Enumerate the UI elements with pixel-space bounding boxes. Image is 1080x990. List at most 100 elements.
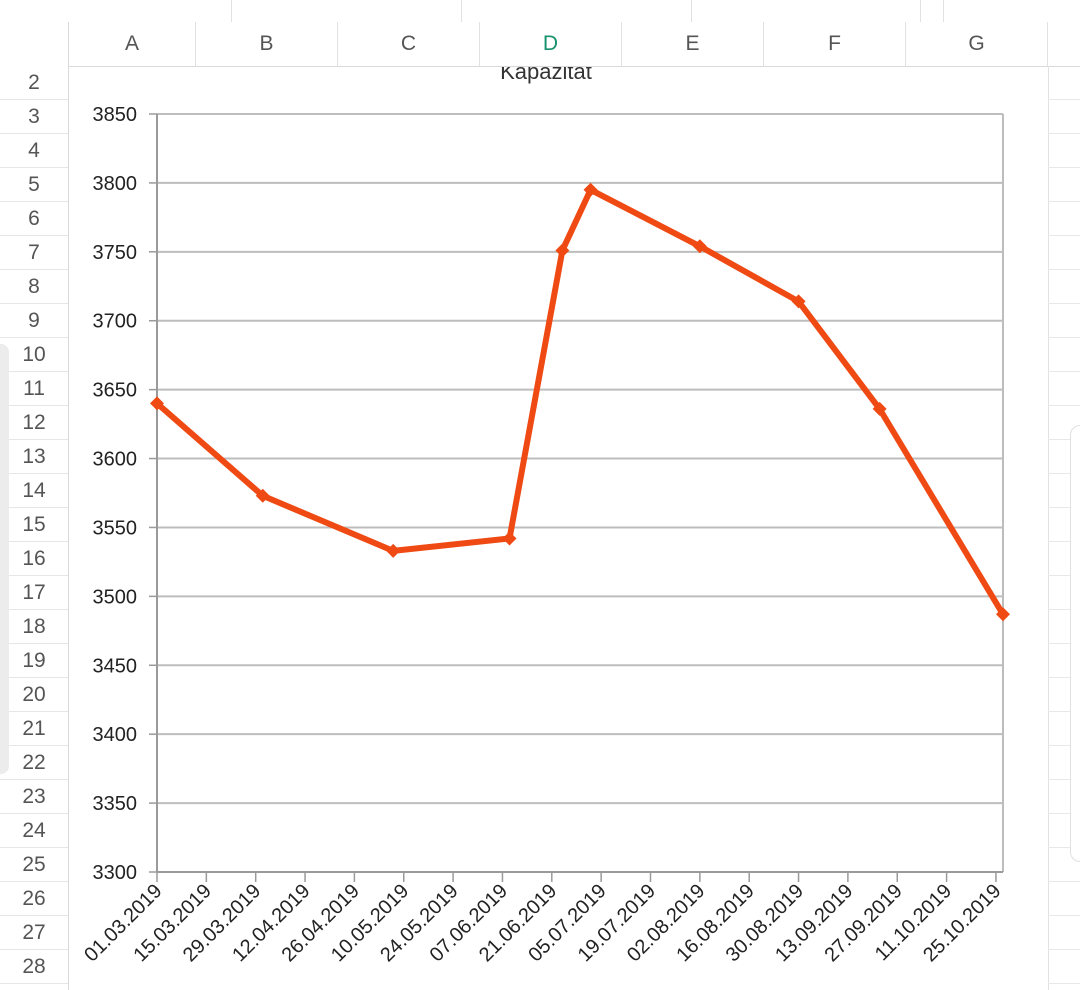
- grid-line: [1048, 745, 1080, 746]
- grid-line: [1048, 405, 1080, 406]
- column-header-e[interactable]: E: [622, 22, 764, 66]
- data-point-marker: [150, 396, 164, 411]
- toolbar-divider: [691, 0, 692, 22]
- row-header-18[interactable]: 18: [0, 610, 68, 644]
- grid-line: [1048, 983, 1080, 984]
- grid-line: [1048, 677, 1080, 678]
- y-tick-label: 3400: [93, 724, 138, 746]
- column-header-g[interactable]: G: [906, 22, 1048, 66]
- grid-line: [1048, 371, 1080, 372]
- y-tick-label: 3650: [93, 380, 138, 402]
- column-header-b[interactable]: B: [196, 22, 338, 66]
- toolbar-divider: [231, 0, 232, 22]
- grid-line: [1048, 303, 1080, 304]
- toolbar-divider: [920, 0, 921, 22]
- row-header-16[interactable]: 16: [0, 542, 68, 576]
- row-header-22[interactable]: 22: [0, 746, 68, 780]
- grid-line: [1048, 881, 1080, 882]
- row-header-17[interactable]: 17: [0, 576, 68, 610]
- row-header-7[interactable]: 7: [0, 236, 68, 270]
- grid-line: [1048, 269, 1080, 270]
- row-header-21[interactable]: 21: [0, 712, 68, 746]
- row-header-14[interactable]: 14: [0, 474, 68, 508]
- grid-line: [1048, 541, 1080, 542]
- row-header-15[interactable]: 15: [0, 508, 68, 542]
- y-tick-label: 3750: [93, 242, 138, 264]
- row-header-column: 2 3 4 5 6 7 8 9 10 11 12 13 14 15 16 17 18 19 20 21 22 23 24 25…: [0, 66, 69, 990]
- grid-line: [1048, 439, 1080, 440]
- row-header-11[interactable]: 11: [0, 372, 68, 406]
- row-header-13[interactable]: 13: [0, 440, 68, 474]
- data-point-marker: [791, 294, 806, 309]
- row-header-8[interactable]: 8: [0, 270, 68, 304]
- grid-line: [1048, 643, 1080, 644]
- y-tick-label: 3850: [93, 104, 138, 126]
- grid-line: [1048, 507, 1080, 508]
- row-header-28[interactable]: 28: [0, 950, 68, 984]
- grid-line: [1048, 337, 1080, 338]
- side-card-edge[interactable]: [1070, 425, 1080, 862]
- row-header-12[interactable]: 12: [0, 406, 68, 440]
- column-header-bar: A B C D E F G: [0, 22, 1080, 67]
- row-header-9[interactable]: 9: [0, 304, 68, 338]
- column-header-d[interactable]: D: [480, 22, 622, 66]
- grid-line: [1048, 473, 1080, 474]
- grid-line: [1048, 201, 1080, 202]
- y-tick-label: 3600: [93, 449, 138, 471]
- y-tick-label: 3550: [93, 517, 138, 539]
- toolbar-divider: [943, 0, 944, 22]
- data-point-marker: [555, 243, 570, 258]
- chart-svg: 3300 3350 3400 3450 3500 3550 3600 3650 3700 3750…: [80, 67, 1010, 966]
- row-header-4[interactable]: 4: [0, 134, 68, 168]
- grid-line: [1048, 575, 1080, 576]
- data-point-marker: [872, 401, 887, 416]
- data-point-marker: [583, 182, 598, 197]
- side-panel-handle[interactable]: [0, 344, 9, 774]
- data-point-marker: [386, 543, 401, 558]
- grid-line: [1048, 813, 1080, 814]
- y-tick-label: 3350: [93, 793, 138, 815]
- top-toolbar-strip: [0, 0, 1080, 23]
- offscreen-grid-cells: [1048, 66, 1080, 990]
- data-point-marker: [502, 531, 517, 546]
- line-chart[interactable]: 3300 3350 3400 3450 3500 3550 3600 3650 3700 3750…: [69, 67, 1048, 990]
- row-header-19[interactable]: 19: [0, 644, 68, 678]
- select-all-corner[interactable]: [0, 22, 69, 66]
- data-point-marker: [996, 607, 1010, 622]
- grid-line: [1048, 235, 1080, 236]
- y-tick-label: 3500: [93, 586, 138, 608]
- grid-divider: [1048, 66, 1049, 990]
- chart-title: Kapazität: [500, 67, 592, 84]
- data-point-marker: [692, 239, 707, 254]
- row-header-24[interactable]: 24: [0, 814, 68, 848]
- series-line: [154, 186, 1006, 618]
- y-tick-label: 3800: [93, 173, 138, 195]
- y-tick-label: 3700: [93, 311, 138, 333]
- grid-line: [1048, 711, 1080, 712]
- row-header-25[interactable]: 25: [0, 848, 68, 882]
- grid-line: [1048, 133, 1080, 134]
- toolbar-divider: [461, 0, 462, 22]
- row-header-3[interactable]: 3: [0, 100, 68, 134]
- column-header-c[interactable]: C: [338, 22, 480, 66]
- row-header-27[interactable]: 27: [0, 916, 68, 950]
- row-header-20[interactable]: 20: [0, 678, 68, 712]
- grid-line: [1048, 915, 1080, 916]
- y-tick-label: 3300: [93, 862, 138, 884]
- row-header-6[interactable]: 6: [0, 202, 68, 236]
- y-tick-label: 3450: [93, 655, 138, 677]
- data-point-marker: [255, 488, 270, 503]
- grid-line: [1048, 609, 1080, 610]
- grid-line: [1048, 99, 1080, 100]
- column-header-f[interactable]: F: [764, 22, 906, 66]
- column-header-a[interactable]: A: [69, 22, 196, 66]
- grid-line: [1048, 847, 1080, 848]
- row-header-26[interactable]: 26: [0, 882, 68, 916]
- grid-line: [1048, 779, 1080, 780]
- row-header-10[interactable]: 10: [0, 338, 68, 372]
- grid-line: [1048, 167, 1080, 168]
- grid-line: [1048, 949, 1080, 950]
- row-header-2[interactable]: 2: [0, 66, 68, 100]
- row-header-23[interactable]: 23: [0, 780, 68, 814]
- row-header-5[interactable]: 5: [0, 168, 68, 202]
